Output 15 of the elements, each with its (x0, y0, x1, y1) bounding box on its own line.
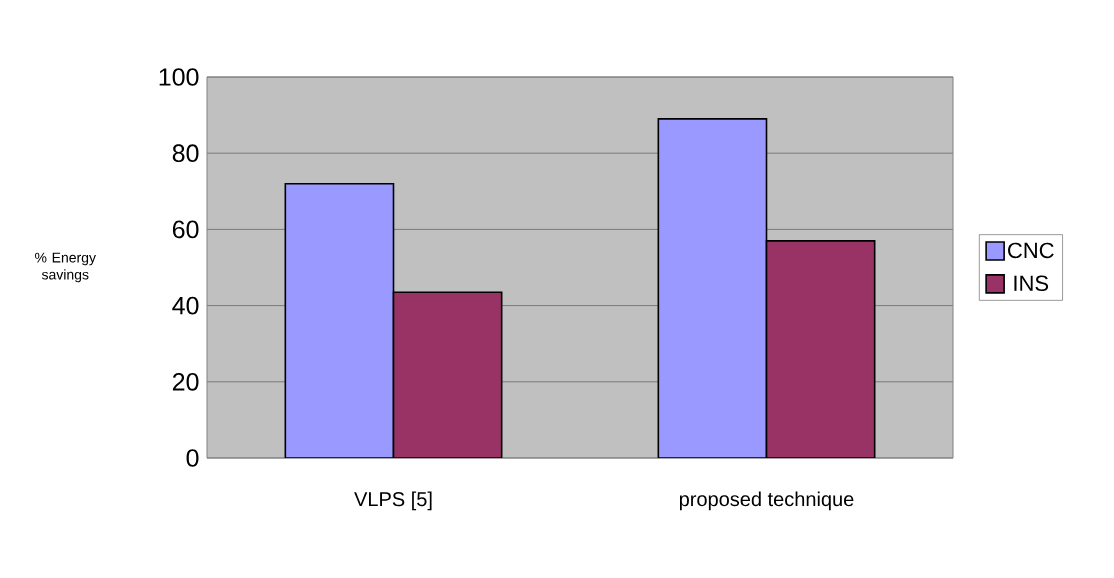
y-tick-label: 80 (172, 144, 199, 163)
y-tick-label: 40 (172, 296, 199, 315)
bar (392, 291, 503, 458)
x-tick-label: VLPS [5] (354, 491, 432, 511)
bar (284, 182, 395, 458)
y-tick-label: 100 (159, 68, 199, 86)
legend-label: INS (1014, 275, 1049, 292)
x-tick-label: proposed technique (679, 491, 854, 511)
y-tick-label: 60 (172, 220, 199, 239)
y-axis-title: % Energy savings (35, 252, 96, 283)
y-tick-label: 0 (186, 449, 199, 467)
bar (657, 118, 768, 458)
y-tick-label: 20 (172, 372, 199, 391)
legend-label: CNC (1008, 242, 1054, 259)
bar (765, 240, 876, 458)
